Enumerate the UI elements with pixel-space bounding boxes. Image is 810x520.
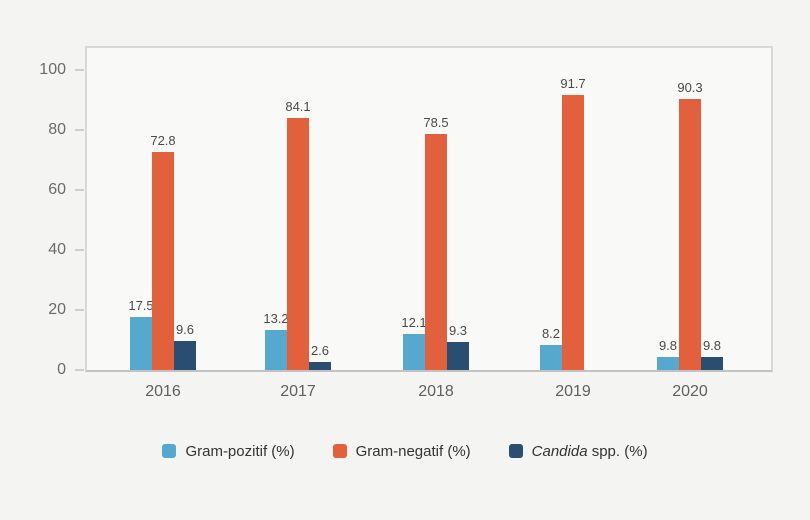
value-label: 13.2 (263, 311, 289, 326)
y-tick-label: 100 (39, 61, 66, 78)
y-tick-label: 40 (48, 241, 66, 258)
bar (174, 341, 196, 370)
legend-label: Gram-pozitif (%) (185, 442, 295, 460)
bar (152, 152, 174, 370)
legend-swatch (332, 444, 347, 458)
value-label: 9.3 (448, 323, 468, 338)
bar (540, 345, 562, 370)
y-tick-mark (75, 369, 84, 371)
x-tick-label: 2018 (418, 383, 454, 400)
x-tick-label: 2020 (672, 383, 708, 400)
value-label: 8.2 (541, 326, 561, 341)
value-label: 17.5 (128, 298, 154, 313)
value-label: 84.1 (285, 99, 311, 114)
value-label: 9.8 (658, 338, 678, 353)
bar (657, 357, 679, 370)
x-tick-label: 2016 (145, 383, 181, 400)
legend-item: Candida spp. (%) (508, 442, 648, 460)
y-tick-label: 80 (48, 121, 66, 138)
bar (287, 118, 309, 370)
bar (701, 357, 723, 370)
value-label: 91.7 (560, 76, 586, 91)
legend: Gram-pozitif (%) Gram-negatif (%) Candida … (0, 437, 810, 465)
bar (265, 330, 287, 370)
y-tick-label: 20 (48, 301, 66, 318)
x-tick-label: 2019 (555, 383, 591, 400)
value-label: 72.8 (150, 133, 176, 148)
value-label: 90.3 (677, 80, 703, 95)
legend-swatch (162, 444, 177, 458)
value-label: 9.8 (702, 338, 722, 353)
legend-item: Gram-negatif (%) (332, 442, 471, 460)
bar (447, 342, 469, 370)
bar (425, 134, 447, 370)
bar (562, 95, 584, 370)
y-tick-mark (75, 189, 84, 191)
value-label: 12.1 (401, 315, 427, 330)
bars-layer: 17.5 13.2 12.1 8.2 9.8 72.8 84.1 78.5 91.7 90.3 9.… (87, 48, 771, 370)
y-tick-mark (75, 129, 84, 131)
legend-label: Candida spp. (%) (531, 442, 648, 460)
legend-swatch (508, 444, 523, 458)
y-tick-mark (75, 309, 84, 311)
bar (403, 334, 425, 370)
y-tick-label: 60 (48, 181, 66, 198)
plot-area: 17.5 13.2 12.1 8.2 9.8 72.8 84.1 78.5 91.7 90.3 9.… (85, 46, 773, 372)
bar (130, 317, 152, 370)
value-label: 9.6 (175, 322, 195, 337)
bar (309, 362, 331, 370)
legend-label: Gram-negatif (%) (355, 442, 471, 460)
bar (679, 99, 701, 370)
y-tick-mark (75, 69, 84, 71)
legend-item: Gram-pozitif (%) (162, 442, 295, 460)
y-tick-mark (75, 249, 84, 251)
value-label: 2.6 (310, 343, 330, 358)
value-label: 78.5 (423, 115, 449, 130)
x-tick-label: 2017 (280, 383, 316, 400)
y-tick-label: 0 (57, 361, 66, 378)
